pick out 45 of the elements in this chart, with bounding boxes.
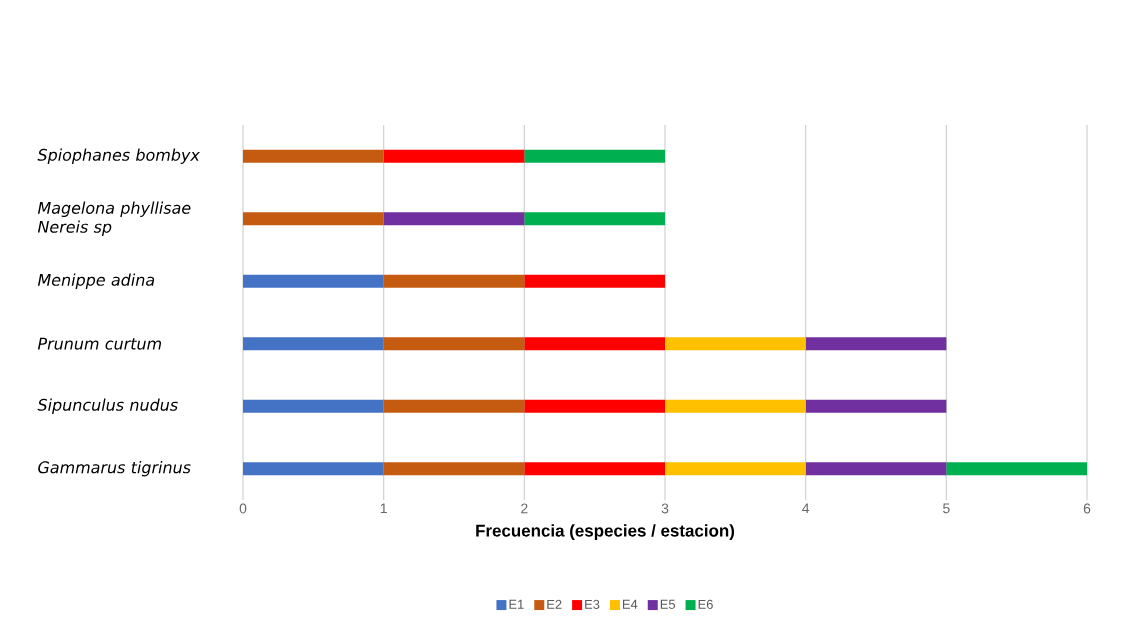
bar	[243, 399, 384, 413]
x-tick-label: 2	[521, 503, 528, 514]
y-tick-label: Gammarus tigrinus	[38, 461, 191, 477]
legend-label: E5	[660, 599, 676, 609]
legend-label: E1	[509, 599, 524, 609]
bar	[805, 399, 947, 413]
bar	[524, 274, 666, 288]
bar	[383, 399, 525, 413]
bar	[383, 212, 525, 226]
y-tick-label: Spiophanes bombyx	[37, 148, 200, 164]
bar	[665, 399, 806, 413]
legend-label: E4	[622, 599, 638, 609]
y-tick-label: Menippe adina	[37, 273, 155, 289]
bar	[524, 149, 666, 163]
legend-label: E6	[698, 599, 713, 609]
x-tick-label: 3	[661, 503, 669, 514]
bar	[243, 274, 384, 288]
x-tick-label: 5	[943, 503, 950, 514]
bar	[243, 337, 384, 351]
bar	[524, 462, 666, 476]
bar	[805, 337, 947, 351]
y-tick-label: Sipunculus nudus	[37, 398, 178, 414]
x-tick-label: 6	[1083, 503, 1091, 514]
bar	[383, 274, 525, 288]
bar	[243, 149, 384, 163]
x-axis-title: Frecuencia (especies / estacion)	[476, 524, 735, 541]
x-tick-label: 0	[239, 503, 247, 514]
bar	[946, 462, 1088, 476]
legend-label: E2	[547, 599, 562, 609]
bar	[805, 462, 947, 476]
bar	[383, 462, 525, 476]
bar	[524, 399, 666, 413]
bar	[383, 149, 525, 163]
x-tick-label: 4	[802, 503, 810, 514]
y-tick-label: Magelona phyllisae Nereis sp	[37, 201, 191, 236]
bar	[524, 337, 666, 351]
bar	[524, 212, 666, 226]
bar	[243, 462, 384, 476]
x-tick-label: 1	[380, 503, 387, 514]
bar	[665, 462, 806, 476]
bar	[665, 337, 806, 351]
legend-label: E3	[585, 599, 600, 609]
bar	[243, 212, 384, 226]
bar	[383, 337, 525, 351]
y-tick-label: Prunum curtum	[37, 337, 162, 350]
